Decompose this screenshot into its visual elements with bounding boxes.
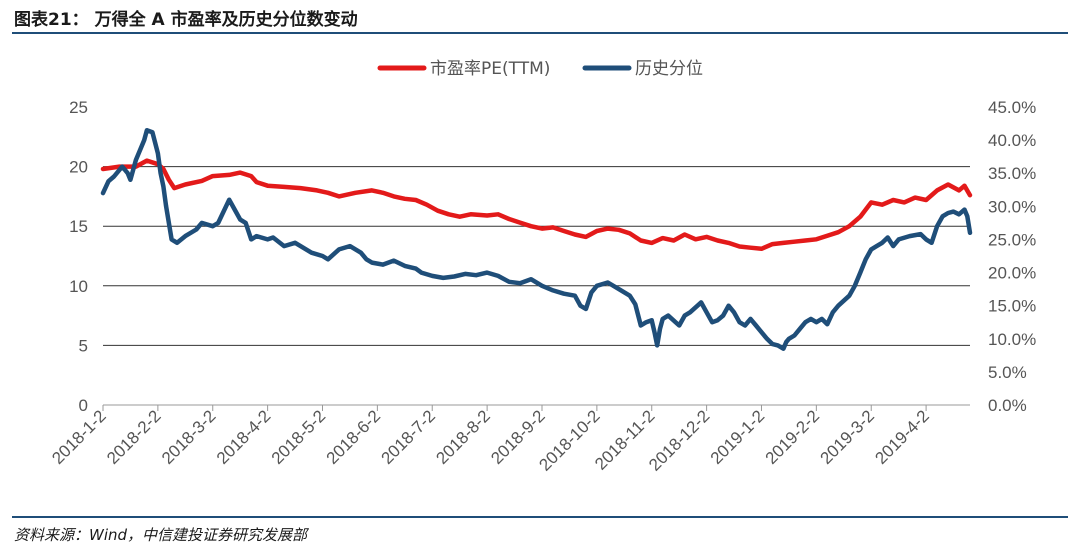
source-note: 资料来源：Wind，中信建投证券研究发展部 [14,526,308,544]
y-right-tick-label: 40.0% [988,131,1036,150]
x-tick-label: 2018-6-2 [323,406,385,468]
title-rule-bottom [12,516,1068,518]
legend-label-pe: 市盈率PE(TTM) [430,59,550,79]
y-left-tick-label: 20 [69,158,88,177]
y-right-tick-label: 35.0% [988,164,1036,183]
y-left-tick-label: 15 [69,217,88,236]
y-right-tick-label: 10.0% [988,330,1036,349]
y-left-tick-label: 25 [69,98,88,117]
x-tick-label: 2019-2-2 [762,406,824,468]
x-tick-label: 2019-1-2 [707,406,769,468]
figure-label: 图表21： [14,10,89,30]
x-tick-label: 2018-12-2 [645,406,713,474]
legend-label-percentile: 历史分位 [635,59,703,79]
y-left-tick-label: 5 [79,336,88,355]
x-tick-label: 2018-3-2 [158,406,220,468]
x-tick-label: 2018-4-2 [213,406,275,468]
title-rule-top [12,32,1068,34]
y-right-tick-label: 20.0% [988,264,1036,283]
x-tick-label: 2018-5-2 [268,406,330,468]
y-right-tick-label: 45.0% [988,98,1036,117]
x-tick-label: 2019-4-2 [871,406,933,468]
y-right-tick-label: 5.0% [988,363,1027,382]
y-left-tick-label: 0 [79,396,88,415]
y-right-tick-label: 15.0% [988,297,1036,316]
x-tick-label: 2018-1-2 [48,406,110,468]
x-tick-label: 2018-2-2 [103,406,165,468]
y-right-tick-label: 0.0% [988,396,1027,415]
x-tick-label: 2018-10-2 [535,406,603,474]
y-right-tick-label: 25.0% [988,230,1036,249]
series-line-pe [100,158,973,252]
series-line-percentile [100,127,973,351]
x-tick-label: 2018-7-2 [378,406,440,468]
y-right-tick-label: 30.0% [988,197,1036,216]
figure-title-text: 万得全 A 市盈率及历史分位数变动 [94,10,358,30]
x-tick-label: 2019-3-2 [816,406,878,468]
figure-title: 图表21： 万得全 A 市盈率及历史分位数变动 [14,5,358,30]
y-left-tick-label: 10 [69,277,88,296]
x-tick-label: 2018-8-2 [432,406,494,468]
